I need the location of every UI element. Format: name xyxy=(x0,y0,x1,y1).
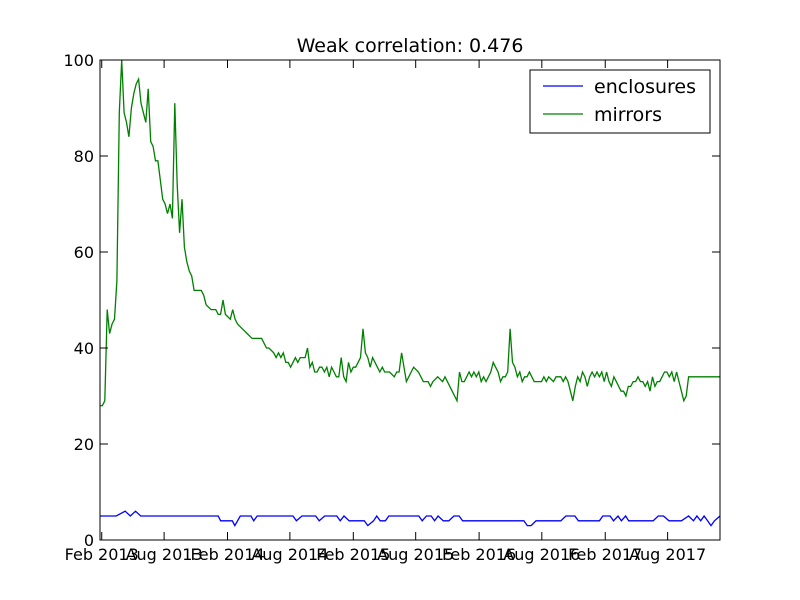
legend-label-enclosures: enclosures xyxy=(594,76,696,98)
plot-area xyxy=(100,60,720,540)
x-tick-label: Feb 2015 xyxy=(316,545,390,564)
y-tick-label: 0 xyxy=(84,531,94,550)
x-tick-label: Feb 2013 xyxy=(65,545,139,564)
series-line-mirrors xyxy=(100,59,720,407)
y-tick-label: 80 xyxy=(74,147,94,166)
y-tick-label: 40 xyxy=(74,339,94,358)
x-tick-label: Aug 2016 xyxy=(503,545,580,564)
x-tick-label: Aug 2015 xyxy=(377,545,454,564)
x-tick-label: Aug 2014 xyxy=(251,545,328,564)
legend-label-mirrors: mirrors xyxy=(594,104,662,126)
chart-title: Weak correlation: 0.476 xyxy=(297,35,524,57)
y-tick-label: 20 xyxy=(74,435,94,454)
x-tick-label: Feb 2016 xyxy=(442,545,516,564)
y-tick-label: 60 xyxy=(74,243,94,262)
x-tick-label: Feb 2014 xyxy=(190,545,264,564)
x-tick-label: Aug 2017 xyxy=(629,545,706,564)
legend-box xyxy=(529,69,711,134)
x-tick-label: Aug 2013 xyxy=(126,545,203,564)
x-tick-label: Feb 2017 xyxy=(568,545,642,564)
plot-frame xyxy=(99,59,721,541)
series-layer xyxy=(100,59,721,527)
legend: enclosures mirrors xyxy=(529,69,711,134)
y-tick-label: 100 xyxy=(63,51,94,70)
series-line-enclosures xyxy=(100,510,721,527)
